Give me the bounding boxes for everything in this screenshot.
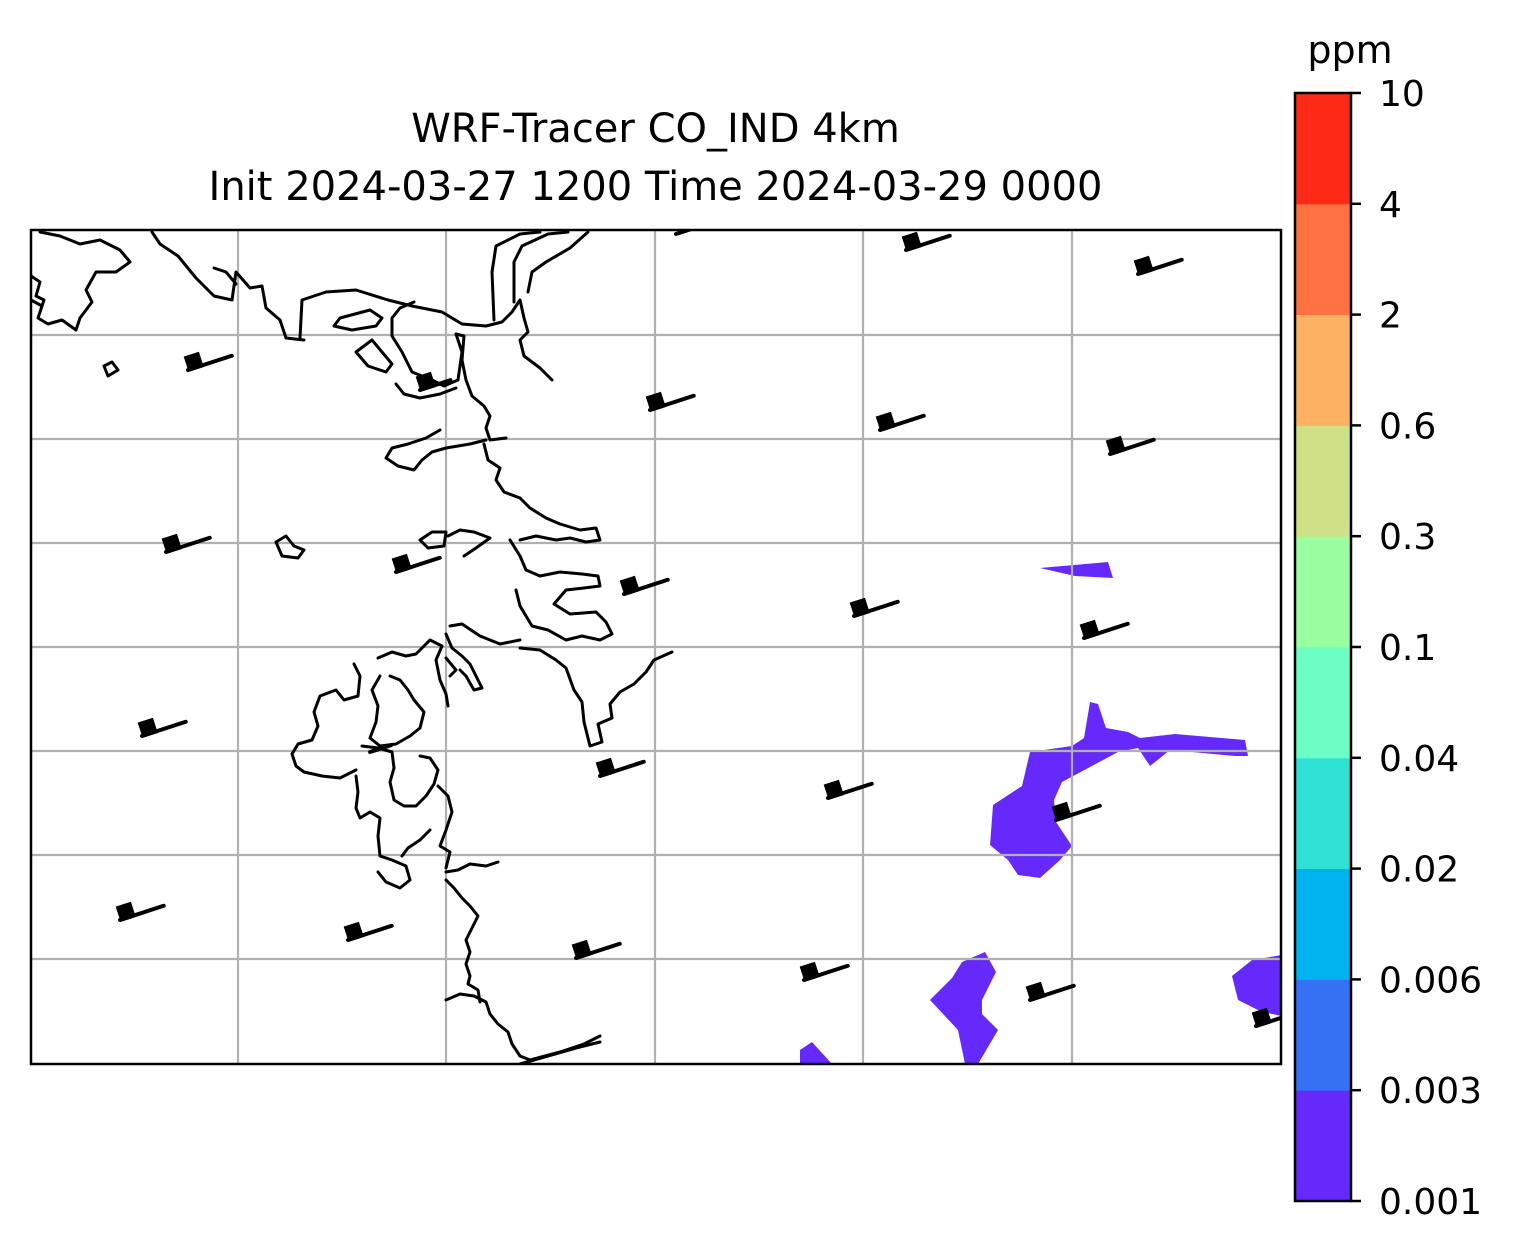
wind-barbs: [115, 230, 1281, 1028]
colorbar-unit-label: ppm: [1307, 28, 1393, 72]
colorbar-tick-label: 0.006: [1379, 960, 1482, 1001]
coastline-segment: [354, 338, 394, 374]
coastline-segment: [512, 230, 570, 304]
coastline-segment: [444, 992, 602, 1062]
coastline-segment: [448, 622, 522, 646]
colorbar-segment: [1295, 979, 1351, 1091]
wind-barb: [137, 717, 188, 738]
coastline-segment: [368, 674, 426, 748]
colorbar-tick-label: 0.6: [1379, 406, 1436, 447]
wind-barb: [901, 231, 952, 252]
coastline-segment: [446, 528, 492, 558]
coastline-segment: [376, 638, 450, 708]
coastline-segment: [274, 534, 306, 560]
coastline-segment: [150, 230, 306, 342]
coastline-segment: [518, 1040, 602, 1064]
tracer-contour-patch: [1232, 955, 1281, 1016]
colorbar-tick-label: 0.001: [1379, 1182, 1482, 1223]
map-panel: [31, 230, 1281, 1064]
coastline-segment: [332, 308, 384, 332]
coastline-segment: [390, 300, 464, 388]
colorbar-segment: [1295, 425, 1351, 537]
colorbar-tick-label: 0.3: [1379, 517, 1436, 558]
coastline-segment: [400, 828, 432, 858]
wind-barb: [161, 533, 212, 554]
coastline-segment: [298, 288, 554, 382]
colorbar-segment: [1295, 1090, 1351, 1202]
coastline-segment: [418, 530, 448, 550]
wind-barb: [595, 757, 646, 778]
coastline-segment: [454, 332, 508, 442]
wind-barb: [1079, 619, 1130, 640]
coastline: [31, 230, 674, 1064]
gridlines: [31, 230, 1281, 1064]
coastline-segment: [526, 230, 590, 294]
wind-barb: [1025, 981, 1076, 1002]
coastline-segment: [444, 656, 458, 678]
wind-barb: [875, 411, 926, 432]
coastline-segment: [31, 298, 44, 308]
wind-barb: [343, 921, 394, 942]
tracer-contour-patch: [1040, 562, 1113, 578]
wind-barb: [645, 391, 696, 412]
colorbar-segment: [1295, 868, 1351, 980]
coastline-segment: [354, 774, 412, 890]
coastline-segment: [360, 744, 440, 808]
colorbar-segment: [1295, 647, 1351, 759]
colorbar-segment: [1295, 203, 1351, 316]
colorbar-tick-label: 0.04: [1379, 739, 1459, 780]
tracer-contour-patch: [800, 1042, 832, 1064]
wind-barb: [391, 553, 442, 574]
colorbar-tick-label: 0.003: [1379, 1071, 1482, 1112]
tracer-contour-patch: [930, 952, 998, 1064]
wind-barb: [823, 779, 874, 800]
wind-barb: [1051, 801, 1102, 822]
colorbar-tick-label: 2: [1379, 296, 1402, 337]
coastline-segment: [394, 382, 458, 400]
coastline-segment: [444, 632, 484, 692]
colorbar-tick-label: 0.02: [1379, 850, 1459, 891]
coastline-segment: [102, 360, 120, 378]
wind-barb: [1105, 435, 1156, 456]
wind-barb: [674, 230, 707, 236]
coastline-segment: [482, 442, 602, 544]
colorbar-segment: [1295, 314, 1351, 426]
wind-barb: [571, 939, 622, 960]
wind-barb: [368, 743, 393, 754]
wind-barb: [183, 351, 234, 372]
coastline-segment: [508, 538, 614, 642]
colorbar-segment: [1295, 93, 1351, 205]
wind-barb: [115, 901, 166, 922]
colorbar: 0.001 0.003 0.006 0.02 0.04 0.1 0.3 0.6 2 4 10: [1293, 74, 1482, 1223]
tracer-contours: [800, 562, 1281, 1064]
coastline-segment: [436, 784, 454, 870]
wind-barb: [619, 575, 670, 596]
coastline-segment: [290, 662, 362, 780]
coastline-segment: [31, 230, 132, 332]
map-title-line-2: Init 2024-03-27 1200 Time 2024-03-29 000…: [208, 164, 1103, 210]
wind-barb: [415, 371, 453, 392]
coastline-segment: [490, 230, 542, 322]
coastline-segment: [518, 646, 674, 748]
colorbar-segment: [1295, 536, 1351, 648]
colorbar-segment: [1295, 757, 1351, 870]
wind-barb: [849, 597, 900, 618]
map-frame: [29, 228, 1283, 1066]
map-title-line-1: WRF-Tracer CO_IND 4km: [411, 106, 900, 152]
coastline-segment: [212, 266, 238, 286]
colorbar-tick-label: 4: [1379, 185, 1402, 226]
coastline-segment: [444, 878, 482, 1004]
coastline-segment: [444, 860, 500, 874]
wind-barb: [1133, 255, 1184, 276]
wind-barb: [799, 961, 850, 982]
colorbar-tick-label: 0.1: [1379, 628, 1436, 669]
coastline-segment: [384, 428, 488, 472]
tracer-contour-patch: [990, 702, 1248, 878]
colorbar-tick-label: 10: [1379, 74, 1425, 115]
